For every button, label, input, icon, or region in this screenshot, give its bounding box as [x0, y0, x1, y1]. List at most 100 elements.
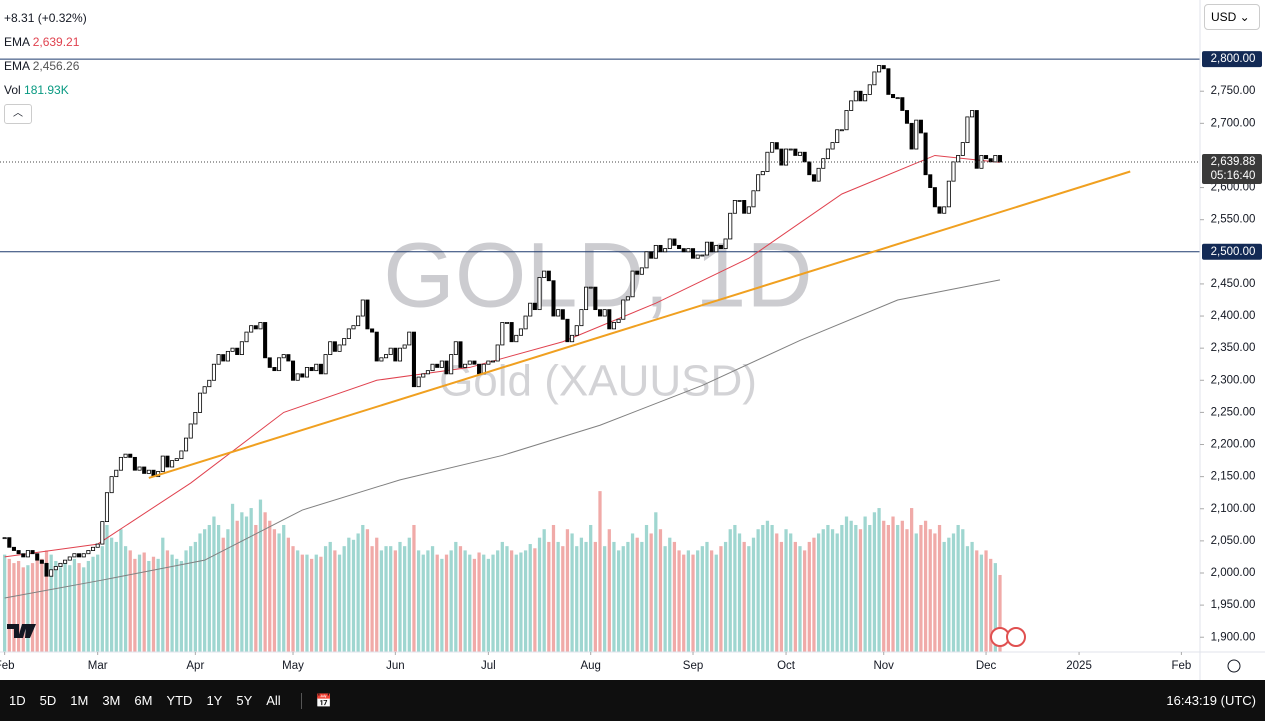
candle	[104, 492, 110, 523]
candle	[904, 110, 910, 124]
candle	[528, 302, 533, 317]
range-button[interactable]: 1M	[70, 693, 89, 708]
volume-bar	[900, 520, 904, 652]
candle	[695, 254, 700, 259]
candle	[616, 318, 621, 323]
candle	[337, 344, 342, 352]
currency-select[interactable]: USD ⌄	[1204, 4, 1260, 30]
candle	[123, 453, 128, 458]
candle	[830, 142, 835, 150]
volume-bar	[784, 529, 788, 652]
candle	[300, 373, 305, 378]
x-tick-label: Nov	[873, 660, 894, 672]
range-button[interactable]: 5Y	[236, 693, 253, 708]
candle	[509, 322, 514, 343]
volume-bar	[696, 550, 700, 652]
legend-name: EMA	[4, 59, 30, 73]
range-button[interactable]: All	[266, 693, 281, 708]
volume-bar	[407, 537, 411, 652]
volume-bar	[296, 550, 300, 652]
candle	[160, 455, 165, 472]
candle	[439, 360, 444, 368]
volume-bar	[593, 541, 597, 652]
candle	[821, 158, 826, 169]
candle	[704, 241, 710, 256]
candle	[249, 325, 254, 333]
volume-bar	[905, 529, 909, 652]
candle	[886, 68, 891, 95]
candle	[495, 344, 500, 362]
candle	[914, 119, 919, 150]
candle	[30, 550, 35, 555]
range-button[interactable]: 6M	[134, 693, 153, 708]
candle	[751, 190, 756, 208]
ema-line	[4, 279, 1001, 599]
candle	[532, 302, 537, 311]
candle	[835, 129, 840, 144]
candle	[263, 322, 268, 359]
legend-value: 2,456.26	[32, 59, 80, 73]
volume-bar	[26, 565, 30, 652]
candle	[723, 238, 728, 249]
volume-bar	[793, 541, 797, 652]
volume-bar	[500, 541, 504, 652]
candle	[997, 155, 1003, 163]
volume-bar	[942, 541, 946, 652]
volume-bar	[496, 550, 500, 652]
volume-bar	[807, 541, 811, 652]
y-tick-label: 2,350.00	[1211, 342, 1256, 354]
candle	[504, 322, 510, 324]
range-button[interactable]: YTD	[166, 693, 193, 708]
candle	[295, 373, 300, 381]
candle	[351, 325, 356, 330]
volume-bar	[100, 546, 104, 652]
candle	[16, 550, 21, 555]
date-range-icon[interactable]: 📅	[300, 692, 332, 709]
range-button[interactable]: 1Y	[206, 693, 223, 708]
y-tick-label: 2,700.00	[1211, 117, 1256, 129]
volume-bar	[621, 546, 625, 652]
x-tick-label: Feb	[1171, 660, 1191, 672]
x-tick-label: Oct	[777, 660, 796, 672]
volume-bar	[212, 516, 216, 652]
candle	[718, 244, 723, 249]
event-icon[interactable]	[1006, 627, 1026, 647]
collapse-button[interactable]: ︿	[4, 104, 32, 124]
volume-bar	[3, 554, 7, 652]
settings-icon[interactable]	[1227, 659, 1241, 673]
candle	[239, 341, 244, 355]
y-tick-label: 2,050.00	[1211, 535, 1256, 547]
candle	[225, 350, 230, 362]
volume-bar	[984, 550, 988, 652]
volume-bar	[21, 567, 25, 652]
volume-bar	[226, 529, 230, 652]
range-button[interactable]: 3M	[102, 693, 121, 708]
range-button[interactable]: 5D	[39, 693, 57, 708]
volume-bar	[830, 529, 835, 652]
volume-bar	[207, 524, 211, 652]
range-button[interactable]: 1D	[9, 693, 26, 708]
volume-bar	[351, 539, 356, 652]
volume-bar	[189, 546, 193, 652]
candle	[346, 328, 351, 339]
volume-bar	[649, 533, 653, 652]
candle	[174, 458, 179, 461]
candle	[849, 100, 854, 111]
volume-bar	[933, 533, 937, 652]
candle	[35, 553, 40, 561]
candle	[486, 360, 491, 365]
bottom-bar: 1D 5D 1M 3M 6M YTD 1Y 5Y All 📅 16:43:19 (UTC)	[0, 680, 1265, 721]
volume-bar	[635, 537, 639, 652]
candle	[988, 158, 993, 163]
volume-bar	[412, 524, 416, 652]
volume-bar	[491, 554, 495, 652]
candle	[309, 367, 314, 372]
candle	[942, 206, 947, 214]
volume-bar	[472, 558, 477, 652]
volume-bar	[672, 541, 677, 652]
volume-bar	[151, 556, 156, 652]
candle	[774, 142, 779, 150]
candle	[193, 411, 198, 425]
candle	[272, 367, 277, 372]
volume-bar	[570, 533, 574, 652]
